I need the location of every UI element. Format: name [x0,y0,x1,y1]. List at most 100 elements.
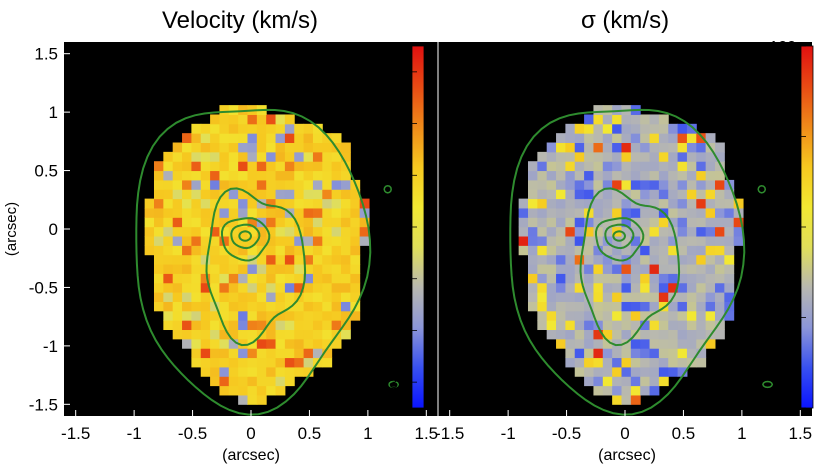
map-pixel [602,161,613,172]
map-pixel [677,310,688,321]
map-pixel [696,170,707,181]
map-pixel [724,207,735,218]
map-pixel [294,338,305,349]
map-pixel [284,329,295,340]
map-pixel [668,161,679,172]
map-pixel [537,264,548,274]
map-pixel [163,273,174,284]
map-pixel [621,394,632,405]
map-pixel [294,217,305,228]
map-pixel [677,254,688,265]
map-pixel [649,207,660,218]
map-pixel [658,142,669,153]
map-pixel [714,226,725,237]
map-pixel [331,170,342,181]
map-pixel [247,207,258,218]
map-pixel [537,320,548,331]
map-pixel [340,301,351,312]
map-pixel [630,366,641,377]
map-pixel [200,282,211,293]
map-pixel [210,338,220,349]
map-pixel [247,170,258,181]
map-pixel [275,133,286,144]
map-pixel [238,189,248,200]
map-pixel [153,292,164,302]
map-pixel [256,226,267,237]
map-pixel [303,123,314,134]
map-pixel [696,133,707,144]
map-pixel [256,292,267,302]
map-pixel [649,376,660,387]
map-pixel [640,217,651,228]
map-pixel [312,282,323,293]
map-pixel [602,226,613,237]
map-pixel [584,301,594,312]
map-pixel [649,320,660,331]
map-pixel [696,236,707,246]
velocity-pixels [144,105,370,405]
map-pixel [621,310,632,321]
map-pixel [546,189,557,200]
map-pixel [266,282,277,293]
map-pixel [565,254,576,265]
map-pixel [340,329,351,340]
map-pixel [172,245,183,256]
map-pixel [228,282,239,293]
map-pixel [640,133,651,144]
map-pixel [612,133,622,144]
map-pixel [602,320,613,331]
map-pixel [266,292,277,302]
map-pixel [228,170,239,181]
map-pixel [247,376,258,387]
map-pixel [668,366,679,377]
map-pixel [266,385,277,396]
map-pixel [275,207,286,218]
map-pixel [574,301,585,312]
map-pixel [537,189,548,200]
map-pixel [340,310,351,321]
map-pixel [331,301,342,312]
map-pixel [668,245,679,256]
map-pixel [247,161,258,172]
map-pixel [200,348,211,359]
map-pixel [228,273,239,284]
map-pixel [340,170,351,181]
map-pixel [331,179,342,190]
map-pixel [705,151,716,162]
map-pixel [294,207,305,218]
map-pixel [322,264,333,274]
map-pixel [593,348,604,359]
map-pixel [182,320,192,331]
map-pixel [191,179,202,190]
map-pixel [340,282,351,293]
map-pixel [294,123,305,134]
map-pixel [340,320,351,331]
map-pixel [584,114,594,125]
map-pixel [593,207,604,218]
map-pixel [256,170,267,181]
map-pixel [303,142,314,153]
map-pixel [200,329,211,340]
map-pixel [696,161,707,172]
map-pixel [677,198,688,209]
map-pixel [677,217,688,228]
map-pixel [602,133,613,144]
map-pixel [153,236,164,246]
map-pixel [640,264,651,274]
map-pixel [238,320,248,331]
map-pixel [686,320,697,331]
map-pixel [312,338,323,349]
map-pixel [621,161,632,172]
map-pixel [153,161,164,172]
map-pixel [677,170,688,181]
map-pixel [686,273,697,284]
map-pixel [182,217,192,228]
map-pixel [724,226,735,237]
map-pixel [247,273,258,284]
map-pixel [649,123,660,134]
map-pixel [621,348,632,359]
map-pixel [630,142,641,153]
map-pixel [191,338,202,349]
map-pixel [294,310,305,321]
map-pixel [686,198,697,209]
